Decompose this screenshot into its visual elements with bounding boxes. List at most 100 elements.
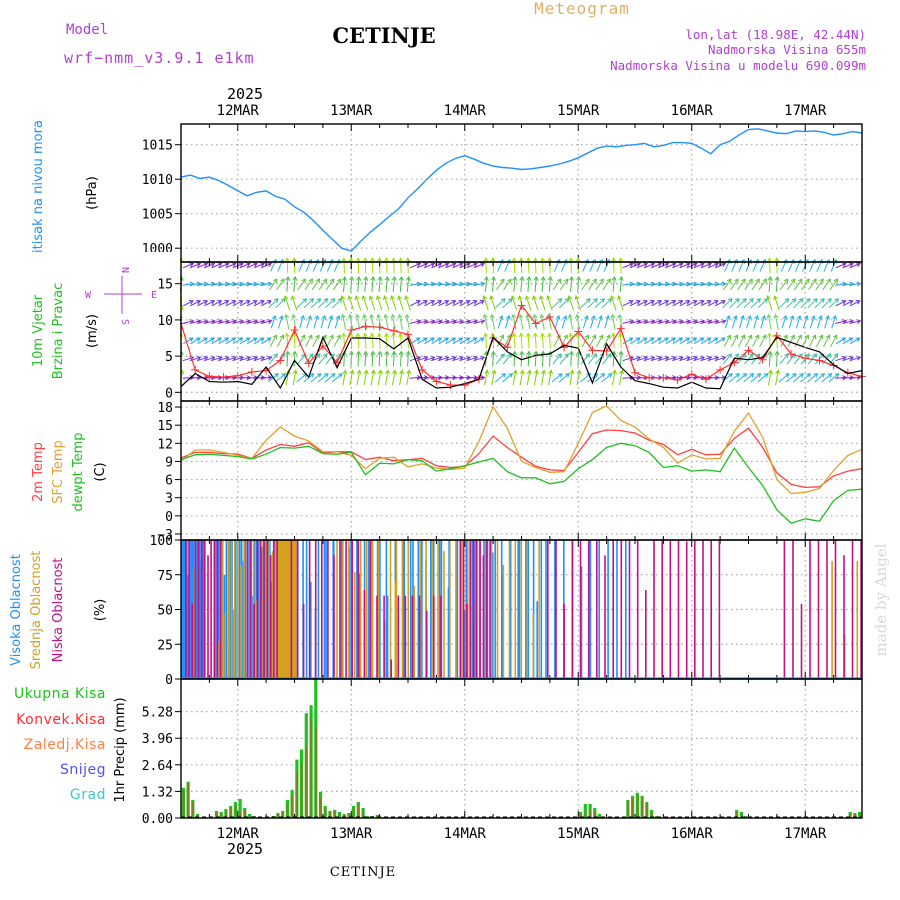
wind-arrow bbox=[835, 356, 847, 362]
wind-arrow-head bbox=[370, 276, 376, 281]
wind-arrow bbox=[189, 376, 201, 379]
cloud-unit-label: (%) bbox=[93, 599, 108, 622]
precip-bar-1 bbox=[594, 812, 596, 818]
wind-arrow bbox=[473, 356, 485, 362]
wind-arrow bbox=[399, 276, 403, 292]
wind-arrow bbox=[835, 376, 847, 379]
wind-arrow-head bbox=[423, 262, 429, 268]
wind-arrow-head bbox=[415, 337, 421, 342]
wind-arrow-head bbox=[391, 350, 397, 356]
wind-arrow bbox=[211, 300, 222, 307]
wind-arrow bbox=[534, 351, 537, 367]
wind-arrow bbox=[424, 300, 435, 307]
year-label-top: 2025 bbox=[227, 85, 263, 103]
wind-arrow bbox=[757, 298, 768, 309]
precip-bar-1 bbox=[296, 771, 298, 818]
wind-arrow bbox=[286, 351, 289, 367]
wind-arrow bbox=[587, 298, 598, 309]
precip-bar-1 bbox=[220, 813, 223, 818]
precip-bar-1 bbox=[300, 763, 303, 818]
precip-bar-1 bbox=[229, 807, 232, 818]
wind-arrow bbox=[775, 276, 778, 292]
precip-bar-1 bbox=[348, 814, 350, 818]
wind-arrow-head bbox=[340, 295, 346, 301]
wind-arrow bbox=[225, 356, 237, 362]
wind-arrow bbox=[407, 351, 409, 367]
wind-arrow-head bbox=[224, 262, 230, 267]
wind-arrow bbox=[547, 295, 553, 311]
wind-arrow bbox=[582, 315, 588, 329]
wind-arrow bbox=[849, 283, 861, 286]
wind-arrow-head bbox=[472, 300, 478, 305]
wind-arrow-head bbox=[810, 314, 816, 320]
wind-arrow-head bbox=[224, 300, 230, 305]
wind-arrow-head bbox=[210, 300, 216, 305]
precip-bar-1 bbox=[239, 812, 242, 818]
wind-arrow bbox=[707, 263, 719, 269]
precip-bar-1 bbox=[338, 813, 341, 818]
wind-arrow-head bbox=[500, 298, 506, 303]
wind-arrow-head bbox=[818, 314, 823, 320]
wind-arrow bbox=[525, 295, 532, 311]
wind-arrow-head bbox=[607, 373, 613, 378]
wind-arrow-head bbox=[619, 369, 625, 375]
wind-arrow-head bbox=[423, 355, 429, 361]
cloud-axis-title-mid: Srednja Oblacnost bbox=[29, 551, 44, 670]
wind-arrow-head bbox=[539, 332, 546, 338]
wind-arrow bbox=[686, 356, 698, 362]
wind-arrow bbox=[274, 373, 286, 383]
wind-arrow bbox=[417, 300, 428, 307]
wind-arrow-head bbox=[479, 300, 485, 305]
wind-arrow-head bbox=[225, 375, 230, 381]
y-tick-label: −3 bbox=[157, 528, 173, 543]
wind-arrow-head bbox=[342, 369, 348, 375]
precip-bar-1 bbox=[735, 812, 738, 818]
wind-arrow bbox=[438, 337, 449, 345]
wind-arrow bbox=[445, 337, 456, 345]
wind-arrow bbox=[211, 337, 222, 345]
wind-arrow-head bbox=[196, 262, 202, 268]
day-label-bottom: 15MAR bbox=[557, 826, 600, 842]
wind-arrow-head bbox=[356, 369, 362, 375]
wind-arrow-head bbox=[565, 373, 570, 378]
precip-bar-1 bbox=[631, 797, 634, 818]
wind-arrow-head bbox=[259, 300, 265, 305]
wind-arrow bbox=[619, 351, 622, 367]
wind-arrow bbox=[700, 337, 711, 345]
wind-arrow-head bbox=[569, 369, 575, 375]
wind-arrow-head bbox=[437, 337, 442, 342]
wind-arrow bbox=[551, 373, 563, 383]
wind-arrow bbox=[363, 370, 368, 386]
wind-arrow bbox=[714, 283, 726, 286]
pressure-unit-label: (hPa) bbox=[85, 176, 100, 210]
wind-arrow-head bbox=[398, 257, 404, 262]
wind-arrow bbox=[305, 334, 313, 347]
wind-arrow-head bbox=[377, 350, 383, 356]
wind-arrow-head bbox=[685, 300, 691, 305]
wind-arrow-head bbox=[203, 262, 209, 267]
y-tick-label: 2.64 bbox=[142, 759, 173, 774]
wind-arrow-head bbox=[292, 276, 298, 281]
precip-bar-1 bbox=[234, 805, 237, 818]
wind-arrow-head bbox=[519, 276, 525, 281]
wind-arrow bbox=[651, 337, 662, 345]
wind-arrow-head bbox=[685, 262, 691, 267]
wind-arrow bbox=[612, 351, 615, 367]
wind-arrow bbox=[239, 376, 251, 379]
wind-arrow-head bbox=[267, 355, 273, 361]
wind-arrow bbox=[204, 300, 215, 307]
wind-arrow bbox=[491, 314, 496, 330]
precip-bar-0 bbox=[238, 798, 242, 818]
wind-arrow bbox=[527, 351, 530, 367]
credit-text: made by Angel bbox=[872, 543, 890, 656]
y-tick-label: 3.96 bbox=[142, 732, 173, 747]
wind-arrow-head bbox=[266, 337, 272, 342]
wind-arrow-head bbox=[238, 355, 244, 361]
wind-arrow-head bbox=[445, 375, 450, 381]
wind-arrow-head bbox=[649, 337, 655, 342]
wind-arrow bbox=[622, 320, 634, 324]
wind-arrow bbox=[768, 276, 771, 292]
wind-arrow bbox=[610, 295, 617, 311]
wind-arrow-head bbox=[376, 313, 382, 319]
